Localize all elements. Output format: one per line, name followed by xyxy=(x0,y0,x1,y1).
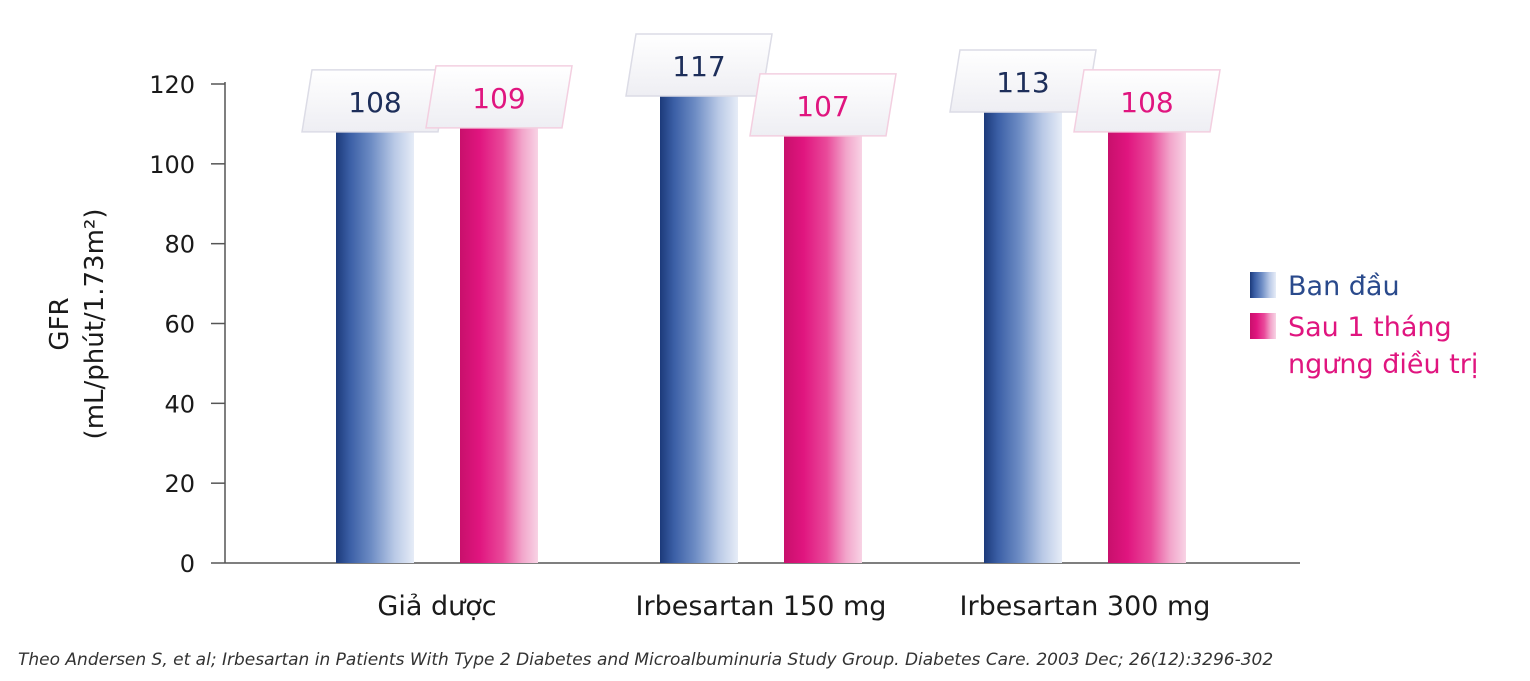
data-label-tag xyxy=(625,33,773,97)
bar xyxy=(1108,131,1186,563)
y-tick-label: 80 xyxy=(164,231,195,259)
axes: 0 20 40 60 80 100 120 GFR (mL/phút/1.73m²) Giả dư… xyxy=(45,71,1300,622)
data-label: 117 xyxy=(672,50,725,83)
bar xyxy=(984,111,1062,564)
x-category-label: Giả dược xyxy=(377,591,496,622)
data-labels: 108 117 113 109 107 108 xyxy=(301,33,1221,137)
data-label-tag xyxy=(1073,69,1221,133)
legend-label: ngưng điều trị xyxy=(1288,349,1478,380)
data-label: 108 xyxy=(348,86,401,119)
y-axis-label-line: GFR xyxy=(45,297,75,350)
y-tick-label: 120 xyxy=(149,71,195,99)
bar xyxy=(336,131,414,563)
legend-label: Sau 1 tháng xyxy=(1288,312,1452,343)
y-tick-label: 20 xyxy=(164,470,195,498)
data-label: 113 xyxy=(996,66,1049,99)
data-label: 109 xyxy=(472,82,525,115)
data-label: 108 xyxy=(1120,86,1173,119)
legend-swatch xyxy=(1250,272,1276,298)
legend-swatch xyxy=(1250,313,1276,339)
bar-chart: 0 20 40 60 80 100 120 GFR (mL/phút/1.73m²) Giả dư… xyxy=(45,33,1478,622)
x-category-label: Irbesartan 150 mg xyxy=(636,591,887,622)
legend-label: Ban đầu xyxy=(1288,271,1400,302)
y-tick-label: 0 xyxy=(180,550,195,578)
citation: Theo Andersen S, et al; Irbesartan in Pa… xyxy=(18,650,1274,670)
data-label-tag xyxy=(749,73,897,137)
bars xyxy=(336,95,1186,564)
y-tick-label: 100 xyxy=(149,151,195,179)
y-axis-label-line: (mL/phút/1.73m²) xyxy=(80,209,110,440)
data-label-tag xyxy=(425,65,573,129)
bar xyxy=(784,135,862,563)
data-label-tag xyxy=(949,49,1097,113)
data-label: 107 xyxy=(796,90,849,123)
bar xyxy=(660,95,738,563)
y-tick-label: 60 xyxy=(164,311,195,339)
y-tick-label: 40 xyxy=(164,390,195,418)
legend: Ban đầu Sau 1 tháng ngưng điều trị xyxy=(1250,271,1478,380)
x-category-label: Irbesartan 300 mg xyxy=(960,591,1211,622)
bar xyxy=(460,127,538,564)
